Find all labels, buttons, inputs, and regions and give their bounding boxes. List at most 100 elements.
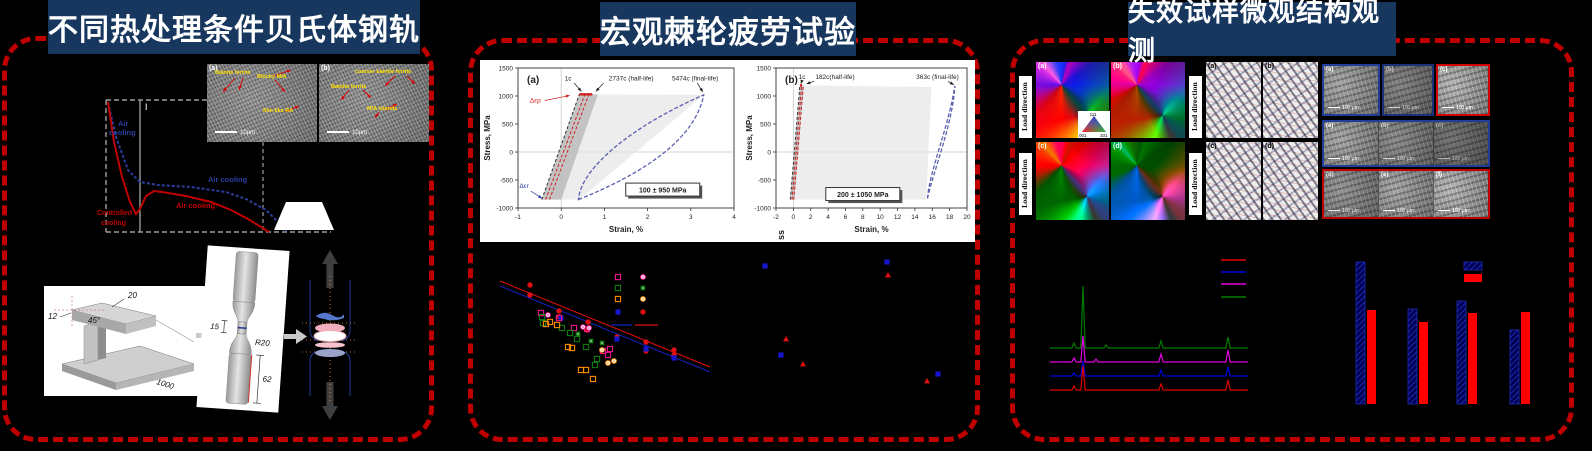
fractograph-b: (b) 100 μm [1382,64,1434,116]
map-tag: (b) [1113,63,1122,70]
bar-red [1367,310,1376,404]
chart-element [537,309,545,317]
chart-element: Δεr [519,183,529,190]
ebsd-map-b: (b) [1111,62,1185,138]
chart-element [642,287,644,289]
scale-bar [1383,158,1395,159]
rail-dim-side: 12 [48,312,57,321]
chart-element: 2 [646,214,650,221]
panel-middle-title: 宏观棘轮疲劳试验 [600,14,856,51]
chart-element [564,343,572,351]
scale-text: 100 μm [1342,208,1359,214]
chart-element: (a) [527,75,539,86]
chart-element [588,327,590,329]
chart-element [593,355,601,363]
map-tag: (a) [1326,123,1334,129]
boundary-map-c: (c) [1206,142,1261,220]
chart-element: 18 [946,214,954,221]
chart-element [783,336,789,342]
loading-simulation-diagram [302,250,358,420]
chart-element: cooling [109,128,136,137]
chart-element [582,366,590,374]
micrograph-annotation: Bainite ferrite [215,70,251,76]
sem-micrograph-a: (a) Bainite ferrite Blocky M/A film-like… [207,64,317,142]
fatigue-life-scatter-chart [499,273,711,383]
chart-element [949,81,954,85]
sem-micrograph-b: (b) coarser bainite ferrite Bainite ferr… [319,64,429,142]
chart-element [585,319,591,325]
chart-element [527,282,533,288]
map-tag: (a) [1208,63,1217,70]
chart-element [541,94,580,200]
chart-element: Stress, MPa [745,115,754,161]
micrograph-annotation: Bainite ferrite [331,84,367,90]
scale-text: 100 μm [1452,156,1469,162]
phase-fraction-bar-chart [1355,261,1530,405]
rail-dim-angle: 45° [88,316,101,325]
chart-element [566,329,574,337]
chart-element [568,344,576,352]
chart-element: -500 [500,177,513,184]
chart-element [606,345,614,353]
xrd-trace [1050,360,1248,377]
chart-element: -2 [773,214,779,221]
chart-element [577,366,585,374]
fractograph-a: (a) 100 μm [1322,64,1380,116]
chart-element: Air cooling [176,201,216,210]
scale-text: 10μm [352,130,368,136]
scale-text: 100 μm [1397,208,1414,214]
bar-red [1521,312,1530,404]
bar-legend-red [1464,274,1482,282]
fractograph-sub: (a) 100 μm [1324,122,1378,165]
fractograph-sub: (d) 100 μm [1324,171,1378,217]
chart-element: 200 ± 1050 MPa [837,192,888,199]
xrd-pattern-chart [1050,259,1248,391]
rail-dim-length: 1000 [155,377,175,391]
specimen-drawing: 15 R20 62 [210,251,272,405]
chart-element [778,352,784,358]
chart-element: 1c [565,75,573,82]
boundary-map-d: (d) [1263,142,1318,220]
scale-bar [1383,210,1395,211]
scale-text: 100 μm [1397,156,1414,162]
chart-element [775,67,968,209]
chart-element [565,94,570,98]
chart-element: 12 [894,214,902,221]
ebsd-map-c: (c) [1036,142,1109,220]
map-tag: (b) [1265,63,1274,70]
chart-element [541,94,598,200]
chart-element: 6 [844,214,848,221]
chart-element: 500 [502,121,513,128]
load-direction-label: Load direction [1189,153,1202,215]
chart-element [223,87,227,92]
chart-element [341,95,345,100]
scale-text: 100 μm [1342,156,1359,162]
scale-bar [327,131,349,133]
chart-element: cooling [101,220,126,227]
chart-element [281,87,285,92]
chart-element [553,321,561,329]
scale-text: 100 μm [1342,105,1359,111]
chart-element: (b) [785,75,798,86]
scale-bar [1328,158,1340,159]
chart-element: Controlled [97,210,132,217]
chart-element [595,87,600,92]
chart-element: -1000 [754,205,771,212]
rail-3d-diagram: 20 12 45° 1000 [44,286,216,396]
chart-element [643,339,649,345]
map-tag: (c) [1436,123,1444,129]
fractograph-strip-halflife: (a) 100 μm (b) 100 μm (c) 100 μm [1322,120,1490,167]
chart-element [589,375,597,383]
chart-element [671,347,677,353]
map-tag: (c) [1208,143,1217,150]
chart-element [546,318,554,326]
fatigue-specimen-diagram: 15 R20 62 [196,245,290,413]
scale-bar [215,131,237,133]
chart-element: 1500 [499,65,514,72]
panel-left-title-bar: 不同热处理条件贝氏体钢轨 [48,0,420,54]
map-tag: (d) [1265,143,1274,150]
boundary-map-b: (b) [1263,62,1318,138]
chart-element [825,187,901,202]
chart-element: 0 [792,214,796,221]
chart-element: -1000 [496,205,513,212]
